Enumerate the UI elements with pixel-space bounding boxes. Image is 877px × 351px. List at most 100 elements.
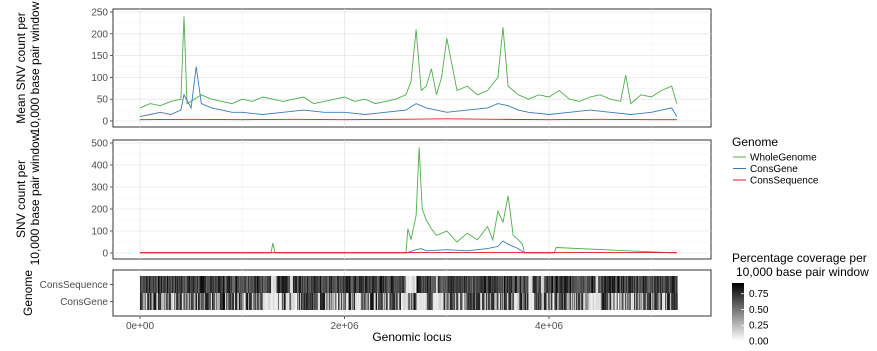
- heatmap-cell: [385, 293, 387, 310]
- heatmap-cell: [450, 293, 452, 310]
- heatmap-cell: [647, 293, 649, 310]
- heatmap-cell: [581, 293, 583, 310]
- heatmap-cell: [303, 293, 305, 310]
- heatmap-cell: [453, 276, 455, 293]
- heatmap-cell: [387, 293, 389, 310]
- heatmap-cell: [245, 293, 247, 310]
- heatmap-cell: [470, 276, 472, 293]
- heatmap-cell: [571, 293, 573, 310]
- heatmap-cell: [268, 276, 270, 293]
- heatmap-cell: [613, 293, 615, 310]
- y-tick-label: 0: [102, 117, 108, 128]
- top-grid: [113, 9, 711, 127]
- heatmap-cell: [199, 293, 201, 310]
- heatmap-cell: [559, 293, 561, 310]
- heatmap-cell: [260, 293, 262, 310]
- heatmap-cell: [616, 276, 618, 293]
- heatmap-cell: [468, 293, 470, 310]
- heatmap-cell: [531, 276, 533, 293]
- heatmap-cell: [222, 293, 224, 310]
- heatmap-cell: [197, 276, 199, 293]
- series-line-wholegenome: [139, 16, 678, 109]
- heatmap-cell: [216, 276, 218, 293]
- heatmap-cell: [182, 293, 184, 310]
- heatmap-cell: [499, 276, 501, 293]
- heatmap-cell: [522, 276, 524, 293]
- heatmap-cell: [510, 276, 512, 293]
- heatmap-cell: [165, 276, 167, 293]
- heatmap-cell: [444, 276, 446, 293]
- heatmap-cell: [381, 293, 383, 310]
- heatmap-cell: [158, 293, 160, 310]
- heatmap-cell: [384, 276, 386, 293]
- heatmap-cell: [643, 276, 645, 293]
- heatmap-cell: [580, 293, 582, 310]
- heatmap-cell: [509, 293, 511, 310]
- heatmap-cell: [427, 293, 429, 310]
- heatmap-cell: [148, 293, 150, 310]
- heatmap-cell: [602, 293, 605, 310]
- heatmap-cell: [202, 293, 205, 310]
- heatmap-cell: [405, 293, 407, 310]
- heatmap-cell: [364, 293, 366, 310]
- heatmap-cell: [435, 293, 437, 310]
- heatmap-cell: [581, 276, 583, 293]
- heatmap-cell: [431, 276, 433, 293]
- heatmap-cell: [324, 276, 326, 293]
- heatmap-cell: [304, 276, 306, 293]
- heatmap-cell: [252, 276, 254, 293]
- heatmap-cell: [370, 276, 372, 293]
- heatmap-cell: [192, 276, 194, 293]
- bottom-row-labels: ConsSequence ConsGene: [40, 280, 113, 308]
- heatmap-cell: [172, 276, 174, 293]
- heatmap-cell: [323, 293, 325, 310]
- heatmap-cell: [651, 276, 653, 293]
- heatmap-cell: [525, 293, 527, 310]
- heatmap-cell: [228, 293, 230, 310]
- heatmap-cell: [215, 293, 217, 310]
- heatmap-cell: [153, 293, 155, 310]
- heatmap-cell: [400, 293, 402, 310]
- heatmap-cell: [155, 276, 157, 293]
- x-tick-label: 0e+00: [126, 321, 155, 332]
- heatmap-cell: [223, 276, 225, 293]
- heatmap-cell: [635, 293, 637, 310]
- heatmap-cell: [174, 276, 176, 293]
- heatmap-cell: [605, 276, 607, 293]
- heatmap-cell: [368, 293, 370, 310]
- heatmap-cell: [488, 293, 490, 310]
- heatmap-cell: [320, 293, 322, 310]
- heatmap-cell: [386, 276, 388, 293]
- heatmap-cell: [310, 293, 312, 310]
- heatmap-cell: [536, 293, 538, 310]
- heatmap-cell: [364, 293, 366, 310]
- heatmap-cell: [147, 276, 149, 293]
- heatmap-cell: [296, 293, 298, 310]
- heatmap-cell: [198, 276, 200, 293]
- heatmap-cell: [612, 293, 614, 310]
- heatmap-cell: [412, 276, 414, 293]
- heatmap-cell: [549, 276, 551, 293]
- heatmap-cell: [313, 293, 315, 310]
- heatmap-cell: [464, 276, 466, 293]
- heatmap-cell: [529, 293, 531, 310]
- heatmap-cell: [578, 293, 580, 310]
- heatmap-cell: [346, 293, 348, 310]
- heatmap-cell: [635, 276, 637, 293]
- heatmap-cell: [477, 293, 479, 310]
- heatmap-cell: [255, 293, 257, 310]
- heatmap-cell: [285, 276, 287, 293]
- heatmap-cell: [627, 276, 629, 293]
- heatmap-cell: [360, 293, 362, 310]
- heatmap-cell: [507, 293, 509, 310]
- heatmap-cell: [616, 293, 618, 310]
- heatmap-cell: [166, 293, 168, 310]
- heatmap-cell: [495, 293, 497, 310]
- heatmap-cell: [351, 293, 353, 310]
- heatmap-cell: [332, 276, 334, 293]
- heatmap-cell: [434, 293, 436, 310]
- bottom-ylabel: Genome: [21, 270, 35, 316]
- heatmap-cell: [225, 276, 227, 293]
- heatmap-cell: [342, 293, 344, 310]
- heatmap-cell: [249, 293, 251, 310]
